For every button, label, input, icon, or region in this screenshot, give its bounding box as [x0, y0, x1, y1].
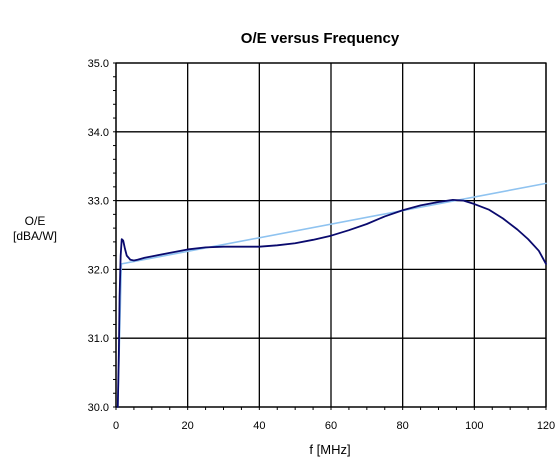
- y-tick-label: 34.0: [88, 127, 109, 139]
- y-tick-label: 35.0: [88, 58, 109, 70]
- y-axis-label-line-1: O/E: [24, 214, 46, 228]
- y-axis-label-line-2: [dBA/W]: [12, 229, 57, 243]
- y-tick-label: 31.0: [88, 333, 109, 345]
- y-tick-label: 30.0: [88, 402, 109, 414]
- x-tick-label: 120: [537, 420, 555, 432]
- chart-title: O/E versus Frequency: [240, 30, 400, 47]
- fit-series-line: [116, 182, 547, 408]
- x-tick-label: 20: [182, 420, 194, 432]
- x-axis-label: f [MHz]: [309, 442, 351, 457]
- x-tick-label: 80: [397, 420, 409, 432]
- plot-border: [115, 62, 547, 408]
- measured-series-line: [116, 199, 547, 408]
- x-tick-label: 0: [113, 420, 119, 432]
- y-tick-label: 33.0: [88, 196, 109, 208]
- x-tick-label: 100: [465, 420, 483, 432]
- x-tick-label: 60: [325, 420, 337, 432]
- y-tick-label: 32.0: [88, 264, 109, 276]
- x-tick-label: 40: [253, 420, 265, 432]
- y-axis-label: O/E [dBA/W]: [6, 214, 64, 244]
